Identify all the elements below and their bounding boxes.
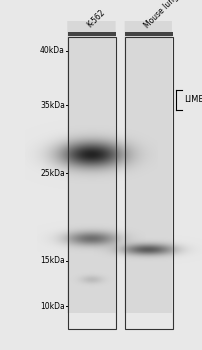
Text: Mouse lung: Mouse lung bbox=[142, 0, 179, 30]
Text: 40kDa: 40kDa bbox=[40, 46, 65, 55]
Text: 15kDa: 15kDa bbox=[40, 256, 65, 265]
Bar bbox=[68, 32, 115, 36]
Text: 25kDa: 25kDa bbox=[40, 169, 65, 178]
Text: K-562: K-562 bbox=[85, 8, 106, 30]
Text: 35kDa: 35kDa bbox=[40, 100, 65, 110]
Bar bbox=[124, 32, 172, 36]
Text: 10kDa: 10kDa bbox=[40, 302, 65, 311]
Bar bbox=[124, 37, 172, 329]
Text: LIME1: LIME1 bbox=[184, 95, 202, 104]
Bar bbox=[68, 37, 115, 329]
